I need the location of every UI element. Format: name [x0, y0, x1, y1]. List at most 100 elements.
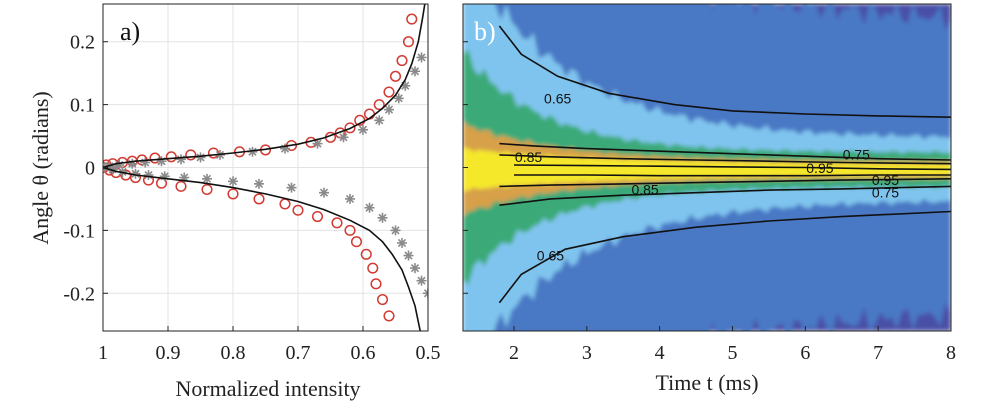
- panel-a-ytick-label: -0.2: [63, 283, 95, 305]
- panel-a-circle-point: [389, 70, 402, 82]
- panel-a-circle-point: [253, 193, 265, 205]
- panel-a-circle-point: [165, 151, 177, 163]
- panel-a-asterisk-point: [416, 52, 427, 63]
- panel-a-ylabel: Angle θ (radians): [28, 91, 53, 244]
- panel-b-contour-label: 0.95: [806, 160, 833, 176]
- panel-b-xtick-label: 8: [946, 342, 956, 364]
- panel-a-asterisk-point: [127, 158, 138, 169]
- panel-a-circle-point: [350, 236, 363, 248]
- panel-a-circle-point: [344, 224, 356, 236]
- panel-a-asterisk-point: [254, 178, 264, 189]
- panel-b-xtick-label: 4: [655, 342, 665, 364]
- panel-b-contour-label: 0.65: [544, 90, 571, 106]
- panel-a-asterisk-point: [374, 115, 385, 126]
- panel-a-circle-point: [373, 99, 385, 111]
- panel-a-asterisk-point: [286, 182, 297, 193]
- panel-a-grid: [102, 4, 429, 331]
- panel-a-asterisk-point: [143, 170, 154, 181]
- panel-a-xtick-label: 1: [98, 342, 108, 364]
- panel-a-series: [103, 4, 428, 331]
- panel-a-asterisk-point: [390, 225, 401, 236]
- panel-b-contour-0.85: [499, 154, 951, 165]
- panel-b-ticks: 2 3 4 5 6 7 8: [463, 41, 956, 364]
- panel-a-circle-point: [120, 169, 132, 181]
- panel-a-xtick-label: 0.8: [221, 342, 246, 364]
- panel-a-asterisk-point: [319, 187, 329, 198]
- panel-a: 1 0.9 0.8 0.7 0.6 0.5 0.2 0.1 0 -0.1 -0.2 a) Norma…: [28, 3, 441, 401]
- panel-a-ticks: 1 0.9 0.8 0.7 0.6 0.5 0.2 0.1 0 -0.1 -0.2: [63, 32, 440, 364]
- panel-b-contour-0.65: [498, 25, 951, 118]
- panel-b-contour-label: 0.75: [872, 185, 899, 201]
- panel-a-circle-point: [396, 55, 408, 67]
- panel-b-contour-label: 0.65: [537, 248, 564, 264]
- panel-a-model-curve-upper: [103, 4, 426, 169]
- panel-a-model-curve-lower: [103, 166, 421, 331]
- panel-b-contour-0.95: [514, 174, 951, 177]
- panel-a-asterisk-point: [403, 250, 414, 261]
- panel-a-circle-point: [227, 188, 239, 200]
- panel-a-asterisk-point: [393, 93, 404, 104]
- panel-a-asterisk-point: [159, 171, 170, 182]
- panel-a-ytick-label: 0: [85, 158, 95, 180]
- panel-a-circle-point: [370, 278, 382, 290]
- panel-a-circle-point: [201, 183, 213, 196]
- panel-a-asterisk-point: [384, 104, 394, 115]
- panel-b-xtick-label: 7: [873, 342, 883, 364]
- panel-a-circle-point: [383, 310, 395, 322]
- panel-a-asterisk-point: [410, 263, 420, 274]
- panel-a-circle-point: [406, 13, 418, 25]
- panel-a-asterisk-point: [176, 154, 186, 165]
- panel-b-contour-0.95: [513, 164, 951, 171]
- panel-b-contour-label: 0.75: [843, 146, 870, 162]
- panel-a-circle-point: [367, 262, 379, 274]
- panel-a-ytick-label: 0.1: [70, 95, 95, 117]
- panel-a-asterisk-point: [140, 157, 151, 168]
- panel-b-xtick-label: 2: [509, 342, 519, 364]
- panel-a-asterisk-point: [377, 212, 388, 223]
- panel-a-asterisk-point: [397, 237, 407, 248]
- panel-a-asterisk-point: [358, 124, 368, 135]
- panel-a-label: a): [120, 17, 140, 46]
- panel-a-xtick-label: 0.6: [351, 342, 376, 364]
- panel-b-contour-label: 0.95: [872, 172, 899, 188]
- panel-a-asterisk-point: [416, 275, 427, 286]
- panel-a-asterisk-point: [228, 176, 238, 187]
- panel-b-contour-label: 0.85: [631, 182, 658, 198]
- panel-a-asterisk-point: [410, 66, 420, 77]
- panel-b-contour-labels: 0.650.85 0.750.950.950.85 0.750.65: [515, 90, 899, 263]
- panel-b-xtick-label: 3: [582, 342, 592, 364]
- panel-a-asterisk-point: [345, 193, 355, 204]
- panel-a-circle-point: [376, 294, 389, 306]
- panel-b-contour-lines: [498, 25, 951, 304]
- panel-b-xtick-label: 5: [727, 342, 737, 364]
- panel-a-ytick-label: 0.2: [70, 32, 95, 54]
- panel-a-asterisk-point: [338, 132, 349, 143]
- panel-a-circle-point: [311, 211, 324, 223]
- panel-b-contour-0.65: [498, 210, 951, 304]
- panel-a-asterisk-point: [156, 156, 167, 167]
- panel-a-circle-point: [149, 152, 161, 164]
- panel-b-label: b): [474, 17, 496, 46]
- panel-a-xtick-label: 0.7: [286, 342, 311, 364]
- panel-a-circle-point: [331, 217, 343, 229]
- panel-a-circle-point: [383, 86, 395, 98]
- panel-a-asterisk-point: [202, 173, 212, 184]
- panel-b-contour-0.85: [499, 178, 951, 188]
- panel-a-asterisk-point: [423, 288, 428, 299]
- panel-b-xlabel: Time t (ms): [655, 370, 758, 395]
- panel-b-contour-0.75: [499, 142, 951, 161]
- panel-a-circle-point: [185, 149, 197, 161]
- panel-a-xtick-label: 0.5: [416, 342, 441, 364]
- panel-a-xtick-label: 0.9: [156, 342, 181, 364]
- panel-b-xtick-label: 6: [800, 342, 810, 364]
- panel-a-circle-point: [175, 180, 187, 192]
- panel-a-xlabel: Normalized intensity: [175, 376, 360, 401]
- panel-a-circle-point: [344, 122, 356, 134]
- panel-b-contour-label: 0.85: [515, 149, 542, 165]
- panel-a-circle-point: [292, 204, 304, 216]
- panel-a-asterisk-point: [364, 202, 375, 213]
- panel-a-ytick-label: -0.1: [63, 220, 95, 242]
- panel-b-contour-0.75: [499, 185, 951, 206]
